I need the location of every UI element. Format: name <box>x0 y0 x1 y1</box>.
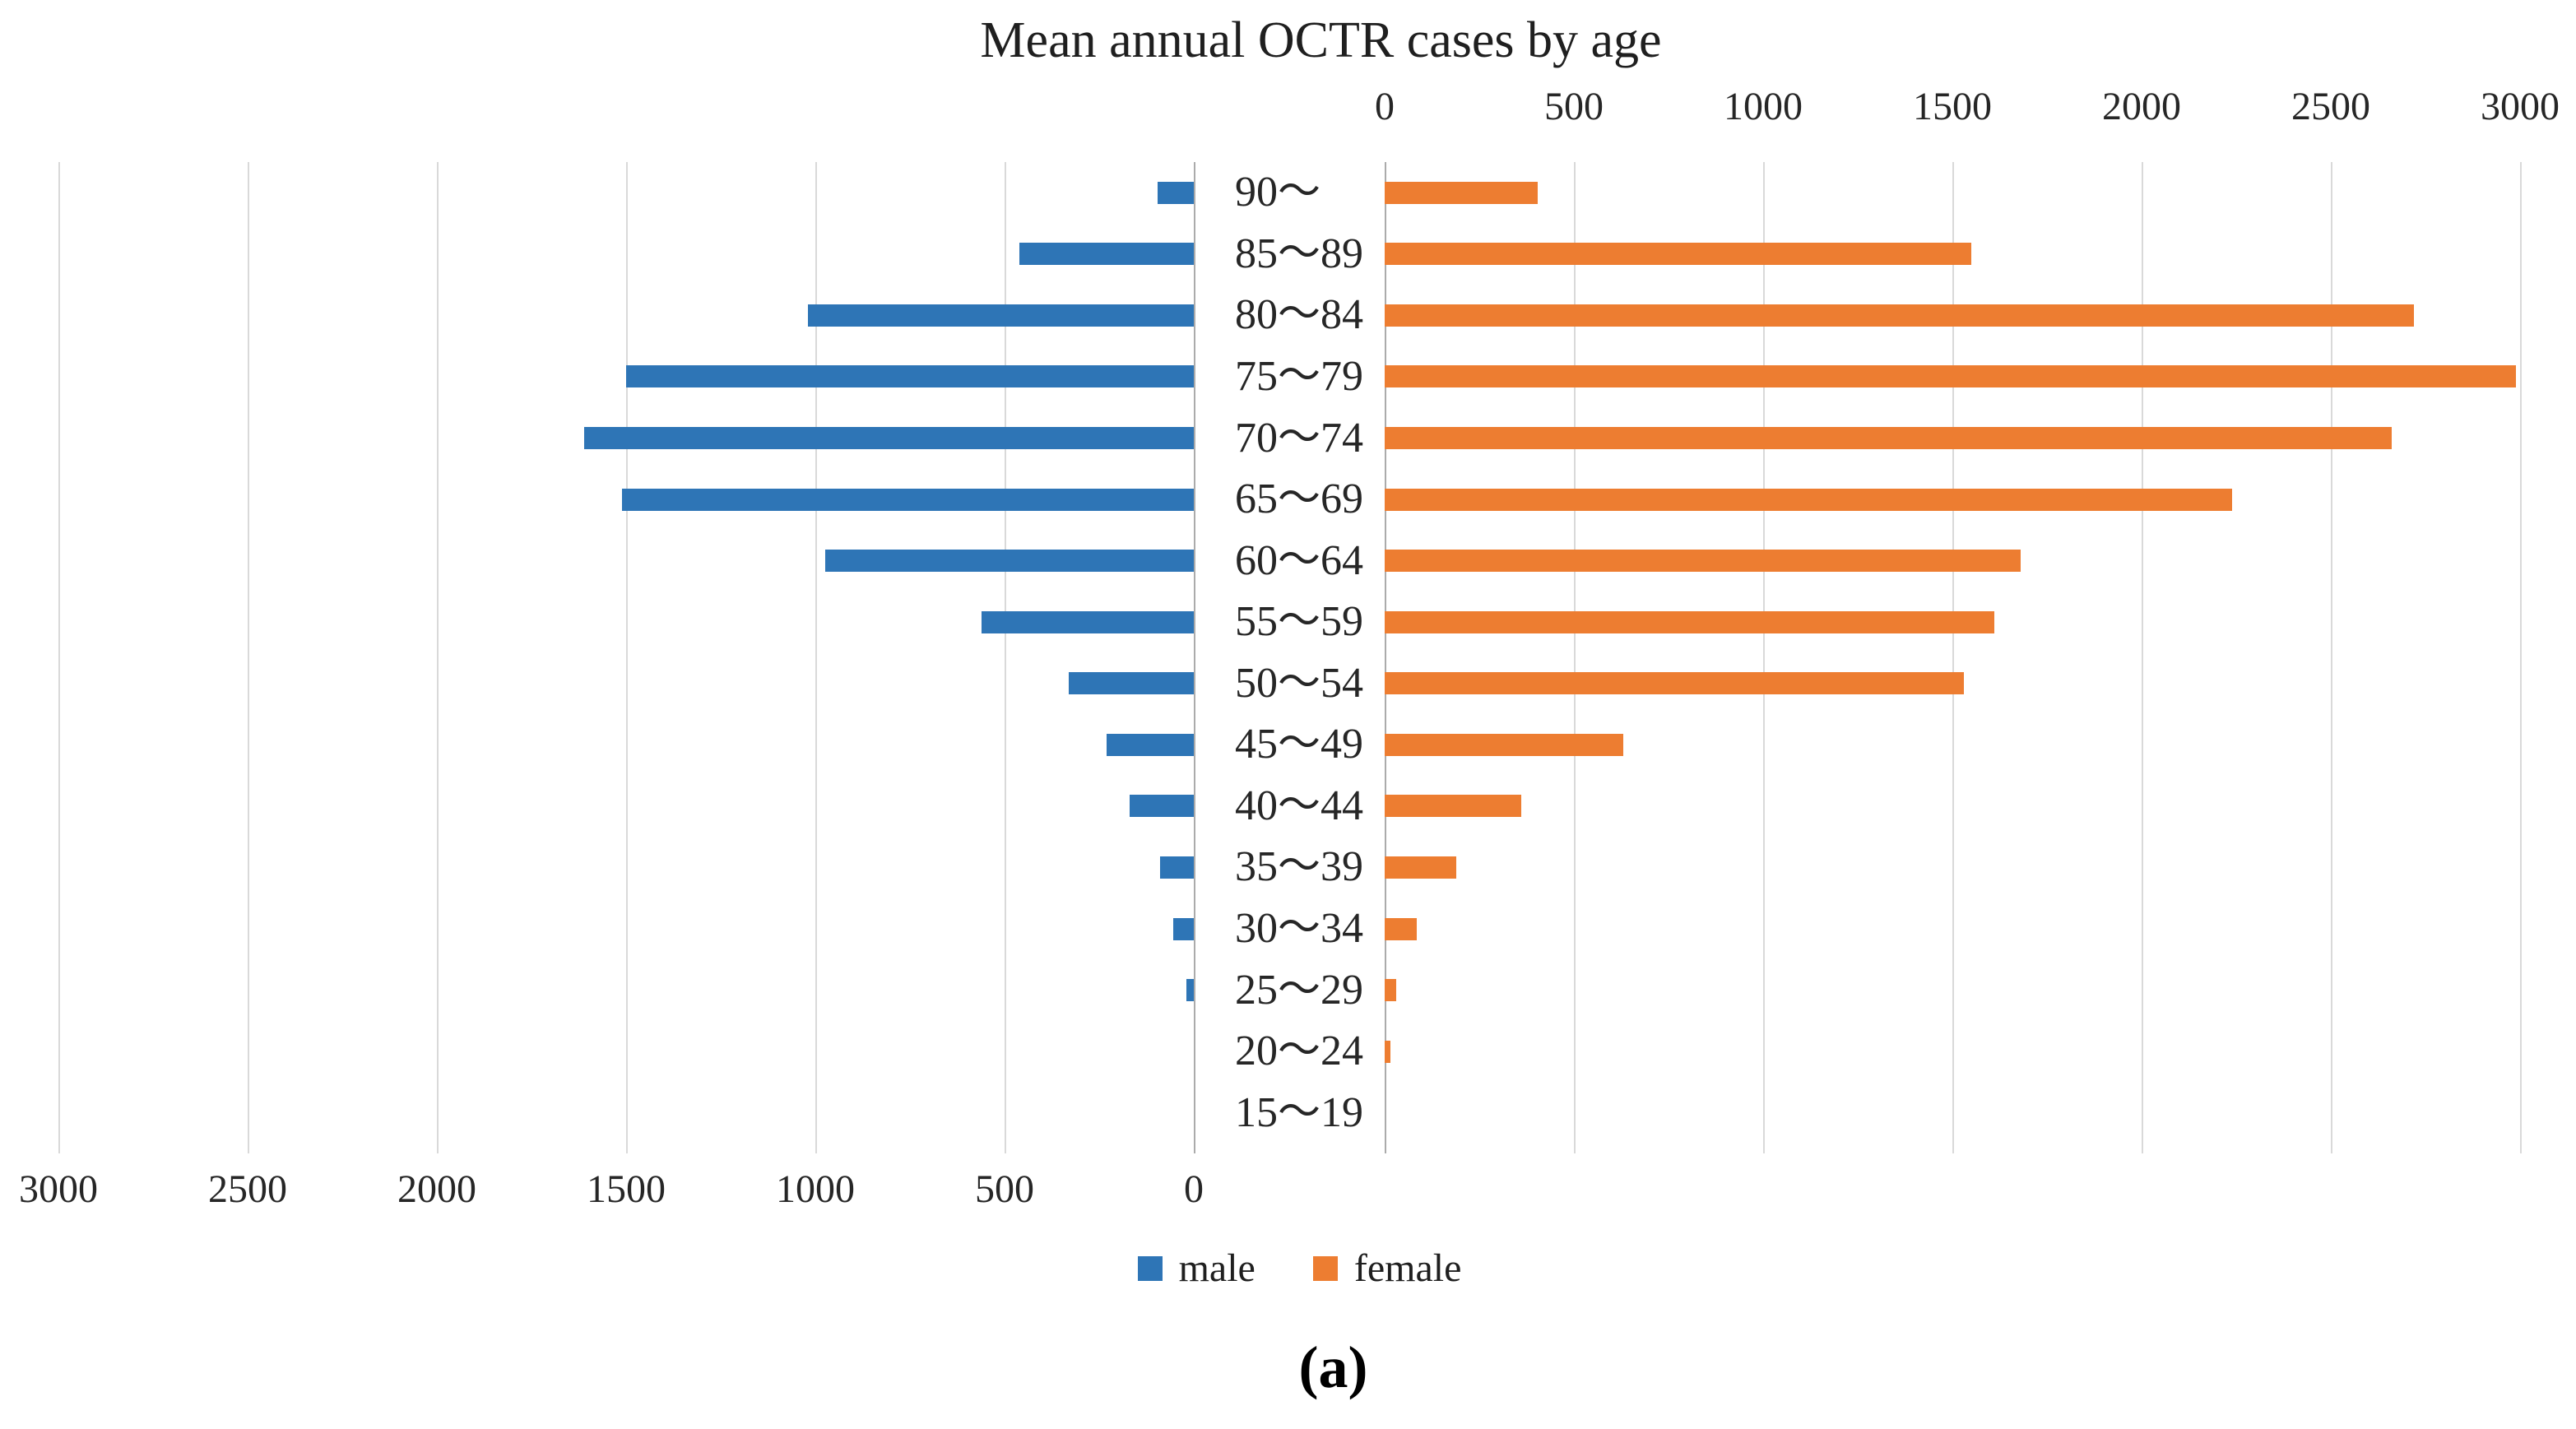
male-swatch-icon <box>1137 1256 1163 1281</box>
bar-female-70-74 <box>1385 427 2392 450</box>
gridline-female-500 <box>1574 162 1576 1153</box>
gridline-female-2000 <box>2142 162 2143 1153</box>
bar-male-50-54 <box>1069 672 1194 695</box>
top-axis-tick-3000: 3000 <box>2481 85 2560 128</box>
bar-male-75-79 <box>626 365 1194 388</box>
gridline-female-1000 <box>1763 162 1765 1153</box>
top-axis-tick-0: 0 <box>1375 85 1395 128</box>
bar-male-70-74 <box>584 427 1194 450</box>
bar-male-45-49 <box>1107 733 1194 756</box>
bar-male-30-34 <box>1172 917 1194 940</box>
bar-female-40-44 <box>1385 795 1521 818</box>
gridline-male-2500 <box>248 162 249 1153</box>
age-label-40-44: 40〜44 <box>1235 782 1364 829</box>
age-label-75-79: 75〜79 <box>1235 352 1364 400</box>
age-label-65-69: 65〜69 <box>1235 476 1364 523</box>
bottom-axis-tick-1500: 1500 <box>587 1167 666 1211</box>
bar-female-35-39 <box>1385 856 1457 879</box>
age-label-30-34: 30〜34 <box>1235 905 1364 953</box>
figure-caption: (a) <box>1298 1334 1368 1400</box>
bottom-axis-tick-2000: 2000 <box>397 1167 476 1211</box>
bar-female-80-84 <box>1385 304 2415 327</box>
gridline-female-0 <box>1385 162 1386 1153</box>
bar-female-30-34 <box>1385 917 1418 940</box>
gridline-female-3000 <box>2520 162 2522 1153</box>
top-axis-tick-2000: 2000 <box>2102 85 2181 128</box>
gridline-male-1500 <box>626 162 628 1153</box>
top-axis-tick-1000: 1000 <box>1724 85 1803 128</box>
bar-male-60-64 <box>824 550 1194 573</box>
gridline-male-1000 <box>815 162 817 1153</box>
gridline-male-500 <box>1005 162 1006 1153</box>
bar-male-40-44 <box>1129 795 1194 818</box>
bar-female-25-29 <box>1385 979 1396 1002</box>
bottom-axis-tick-1000: 1000 <box>776 1167 855 1211</box>
top-axis-tick-2500: 2500 <box>2291 85 2370 128</box>
age-label-45-49: 45〜49 <box>1235 721 1364 768</box>
bar-female-75-79 <box>1385 365 2517 388</box>
bar-male-35-39 <box>1159 856 1194 879</box>
gridline-female-2500 <box>2331 162 2332 1153</box>
bottom-axis-tick-0: 0 <box>1184 1167 1204 1211</box>
legend-item-female: female <box>1312 1246 1462 1290</box>
bar-female-65-69 <box>1385 488 2233 511</box>
gridline-male-0 <box>1194 162 1195 1153</box>
age-label-90-: 90〜 <box>1235 169 1321 216</box>
age-label-70-74: 70〜74 <box>1235 414 1364 462</box>
bar-female-85-89 <box>1385 243 1971 266</box>
legend-label-female: female <box>1353 1246 1462 1290</box>
age-label-80-84: 80〜84 <box>1235 291 1364 339</box>
age-label-85-89: 85〜89 <box>1235 230 1364 277</box>
bar-male-85-89 <box>1019 243 1194 266</box>
bar-female-60-64 <box>1385 550 2021 573</box>
age-label-25-29: 25〜29 <box>1235 966 1364 1014</box>
top-axis-tick-500: 500 <box>1544 85 1604 128</box>
top-axis-tick-1500: 1500 <box>1913 85 1992 128</box>
bar-female-90- <box>1385 181 1539 204</box>
legend: male female <box>23 1244 2576 1293</box>
age-label-55-59: 55〜59 <box>1235 598 1364 646</box>
chart-title: Mean annual OCTR cases by age <box>980 12 1662 68</box>
age-label-50-54: 50〜54 <box>1235 659 1364 707</box>
bar-male-80-84 <box>807 304 1194 327</box>
bar-male-55-59 <box>982 610 1194 633</box>
bar-female-55-59 <box>1385 610 1994 633</box>
gridline-female-1500 <box>1952 162 1954 1153</box>
legend-item-male: male <box>1137 1246 1256 1290</box>
bar-female-20-24 <box>1385 1040 1390 1063</box>
age-label-15-19: 15〜19 <box>1235 1088 1364 1136</box>
bottom-axis-tick-3000: 3000 <box>19 1167 98 1211</box>
bar-male-90- <box>1158 181 1194 204</box>
bottom-axis-tick-500: 500 <box>975 1167 1034 1211</box>
bar-male-65-69 <box>622 488 1194 511</box>
age-label-20-24: 20〜24 <box>1235 1028 1364 1075</box>
bar-female-50-54 <box>1385 672 1964 695</box>
bar-female-45-49 <box>1385 733 1623 756</box>
female-swatch-icon <box>1312 1256 1338 1281</box>
bar-male-25-29 <box>1186 979 1194 1002</box>
gridline-male-3000 <box>58 162 60 1153</box>
age-label-35-39: 35〜39 <box>1235 843 1364 891</box>
age-label-60-64: 60〜64 <box>1235 536 1364 584</box>
legend-label-male: male <box>1178 1246 1256 1290</box>
bottom-axis-tick-2500: 2500 <box>208 1167 287 1211</box>
gridline-male-2000 <box>437 162 439 1153</box>
